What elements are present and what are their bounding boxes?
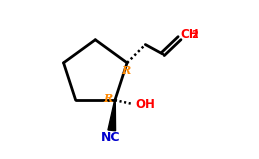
Text: R: R	[122, 65, 131, 76]
Text: R: R	[104, 93, 113, 104]
Text: CH: CH	[180, 28, 199, 41]
Text: 2: 2	[191, 30, 198, 40]
Text: NC: NC	[101, 131, 121, 145]
Polygon shape	[108, 100, 116, 131]
Text: OH: OH	[135, 98, 155, 111]
